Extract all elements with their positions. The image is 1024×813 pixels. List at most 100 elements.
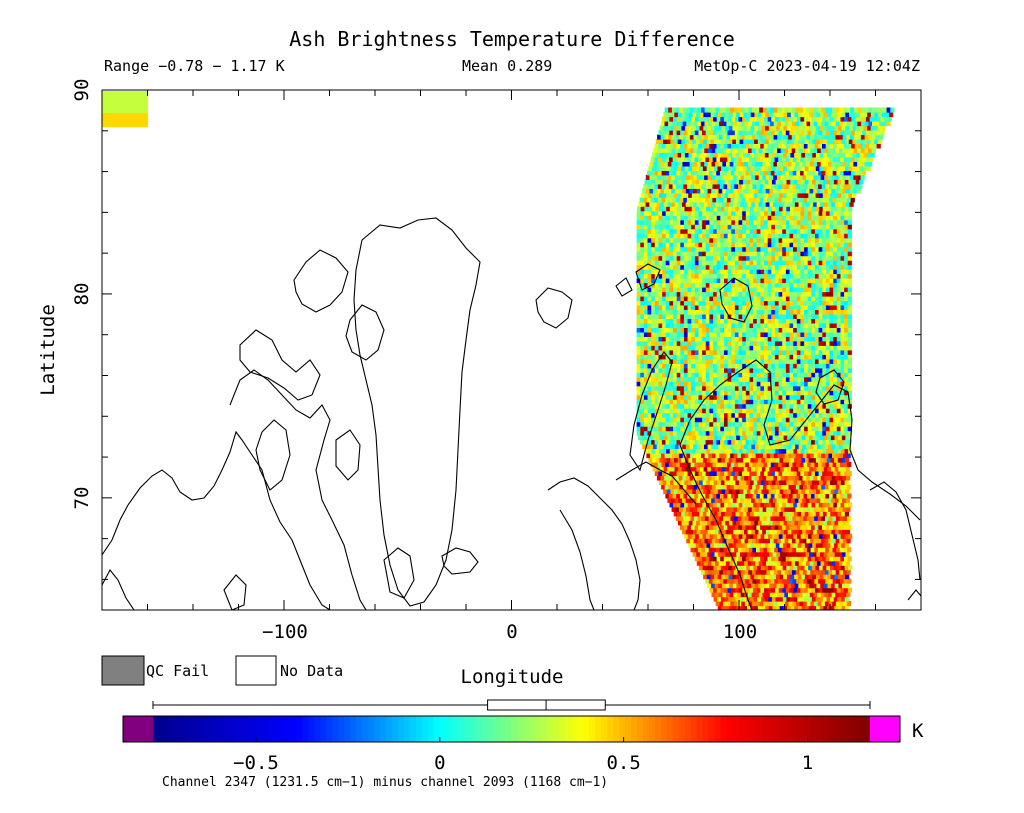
swath-cell (771, 269, 776, 275)
swath-cell (789, 246, 794, 252)
swath-cell (698, 367, 703, 373)
swath-cell (727, 399, 732, 405)
swath-cell (742, 313, 747, 319)
swath-cell (658, 309, 663, 315)
swath-cell (710, 520, 715, 526)
swath-cell (739, 605, 744, 610)
swath-cell (651, 331, 656, 337)
swath-cell (841, 457, 846, 463)
swath-cell (739, 520, 744, 526)
swath-cell (847, 246, 852, 252)
swath-cell (774, 264, 780, 270)
swath-cell (785, 237, 791, 243)
swath-cell (787, 551, 792, 557)
swath-cell (749, 210, 754, 216)
swath-cell (709, 242, 714, 248)
swath-cell (844, 542, 850, 548)
swath-cell (744, 484, 749, 490)
swath-cell (818, 291, 823, 297)
swath-cell (807, 246, 812, 252)
swath-cell (716, 493, 721, 499)
swath-cell (731, 304, 736, 310)
swath-cell (822, 417, 827, 423)
swath-cell (662, 327, 667, 333)
swath-cell (815, 363, 820, 369)
swath-cell (840, 408, 845, 414)
swath-cell (818, 354, 823, 360)
swath-cell (691, 318, 696, 324)
swath-cell (833, 345, 838, 351)
swath-cell (777, 569, 782, 575)
swath-cell (822, 313, 827, 319)
swath-cell (829, 524, 834, 530)
swath-cell (724, 255, 729, 261)
swath-cell (662, 278, 667, 284)
swath-cell (800, 363, 805, 369)
swath-cell (686, 453, 691, 459)
swath-cell (677, 206, 682, 212)
swath-cell (792, 493, 797, 499)
swath-cell (825, 421, 831, 427)
swath-cell (811, 210, 816, 216)
swath-cell (656, 435, 661, 441)
swath-cell (742, 363, 747, 369)
swath-cell (728, 448, 733, 454)
swath-cell (840, 358, 845, 364)
swath-cell (727, 251, 732, 257)
swath-cell (797, 479, 802, 485)
swath-cell (767, 385, 772, 391)
swath-cell (840, 206, 846, 212)
swath-cell (688, 520, 693, 526)
swath-cell (755, 453, 760, 459)
swath-cell (665, 309, 670, 315)
swath-cell (824, 475, 829, 481)
swath-cell (807, 363, 812, 369)
swath-cell (698, 322, 703, 328)
swath-cell (757, 565, 762, 571)
swath-cell (840, 439, 845, 445)
swath-cell (836, 340, 841, 346)
swath-cell (811, 224, 816, 230)
swath-cell (748, 547, 753, 553)
swath-cell (805, 551, 810, 557)
swath-cell (818, 524, 823, 530)
swath-cell (749, 399, 754, 405)
swath-cell (727, 224, 732, 230)
swath-cell (636, 430, 641, 436)
swath-cell (680, 246, 685, 252)
swath-cell (778, 358, 783, 364)
swath-cell (822, 367, 827, 373)
swath-cell (644, 448, 649, 454)
swath-cell (760, 587, 765, 593)
swath-cell (790, 457, 795, 463)
swath-cell (731, 331, 736, 337)
swath-cell (727, 273, 732, 279)
swath-cell (799, 453, 804, 459)
swath-cell (680, 390, 685, 396)
swath-cell (768, 448, 773, 454)
swath-cell (756, 313, 761, 319)
swath-cell (713, 412, 718, 418)
swath-cell (734, 354, 740, 360)
swath-cell (682, 529, 687, 535)
swath-cell (734, 251, 740, 257)
swath-cell (685, 497, 690, 503)
swath-cell (807, 215, 812, 221)
swath-cell (709, 430, 714, 436)
swath-cell (748, 601, 753, 607)
swath-cell (760, 242, 765, 248)
swath-cell (836, 278, 841, 284)
swath-cell (713, 296, 718, 302)
swath-cell (847, 336, 852, 342)
swath-cell (764, 322, 769, 328)
swath-cell (681, 511, 686, 517)
swath-cell (792, 569, 797, 575)
swath-cell (731, 340, 736, 346)
swath-cell (800, 287, 805, 293)
swath-cell (689, 201, 694, 207)
swath-cell (823, 574, 828, 580)
swath-cell (698, 296, 703, 302)
swath-cell (824, 569, 829, 575)
swath-cell (745, 210, 750, 216)
swath-cell (665, 327, 670, 333)
